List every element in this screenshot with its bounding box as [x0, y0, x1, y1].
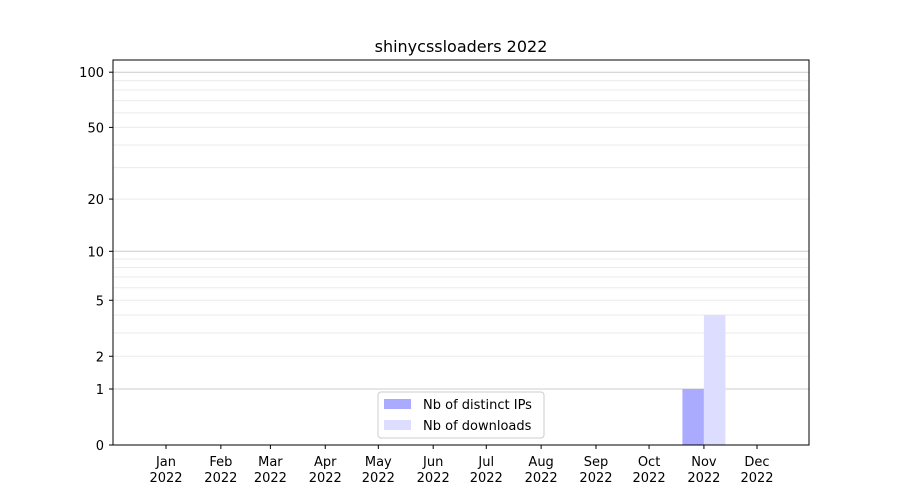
x-tick-label-month: Jan [155, 455, 176, 470]
y-tick-label: 100 [79, 66, 104, 81]
x-tick-label-year: 2022 [309, 471, 342, 486]
x-tick-label-year: 2022 [470, 471, 503, 486]
plot-frame [112, 59, 810, 446]
x-tick-label-year: 2022 [417, 471, 450, 486]
x-tick-label-month: Mar [258, 455, 283, 470]
x-tick-label-year: 2022 [254, 471, 287, 486]
y-tick-label: 2 [96, 350, 104, 365]
y-tick-label: 1 [96, 383, 104, 398]
x-tick-label-month: Aug [528, 455, 553, 470]
bar-distinct-ips [682, 389, 704, 445]
y-tick-label: 20 [87, 193, 104, 208]
legend: Nb of distinct IPs Nb of downloads [377, 391, 545, 439]
x-tick-label-month: Jul [477, 455, 494, 470]
y-tick-label: 0 [96, 439, 104, 454]
x-tick-label-year: 2022 [525, 471, 558, 486]
x-tick-label-month: Dec [744, 455, 769, 470]
y-tick-label: 5 [96, 294, 104, 309]
x-tick-label-month: Nov [691, 455, 717, 470]
legend-swatch-ips [384, 399, 411, 409]
legend-swatch-downloads [384, 420, 411, 430]
x-tick-label-month: May [365, 455, 392, 470]
x-tick-label-year: 2022 [204, 471, 237, 486]
x-tick-label-month: Feb [209, 455, 232, 470]
x-tick-label-month: Sep [584, 455, 609, 470]
x-tick-label-year: 2022 [362, 471, 395, 486]
x-tick-label-year: 2022 [687, 471, 720, 486]
chart-title: shinycssloaders 2022 [375, 37, 548, 56]
y-tick-label: 10 [87, 245, 104, 260]
legend-label-ips: Nb of distinct IPs [423, 398, 532, 413]
x-tick-label-year: 2022 [740, 471, 773, 486]
legend-box [377, 391, 545, 439]
x-tick-label-month: Jun [422, 455, 443, 470]
x-tick-label-year: 2022 [579, 471, 612, 486]
y-tick-label: 50 [87, 121, 104, 136]
x-tick-label-month: Oct [638, 455, 660, 470]
x-tick-label-year: 2022 [149, 471, 182, 486]
bar-downloads [703, 314, 726, 445]
x-tick-label-year: 2022 [633, 471, 666, 486]
legend-label-downloads: Nb of downloads [423, 419, 532, 434]
x-tick-label-month: Apr [314, 455, 337, 470]
